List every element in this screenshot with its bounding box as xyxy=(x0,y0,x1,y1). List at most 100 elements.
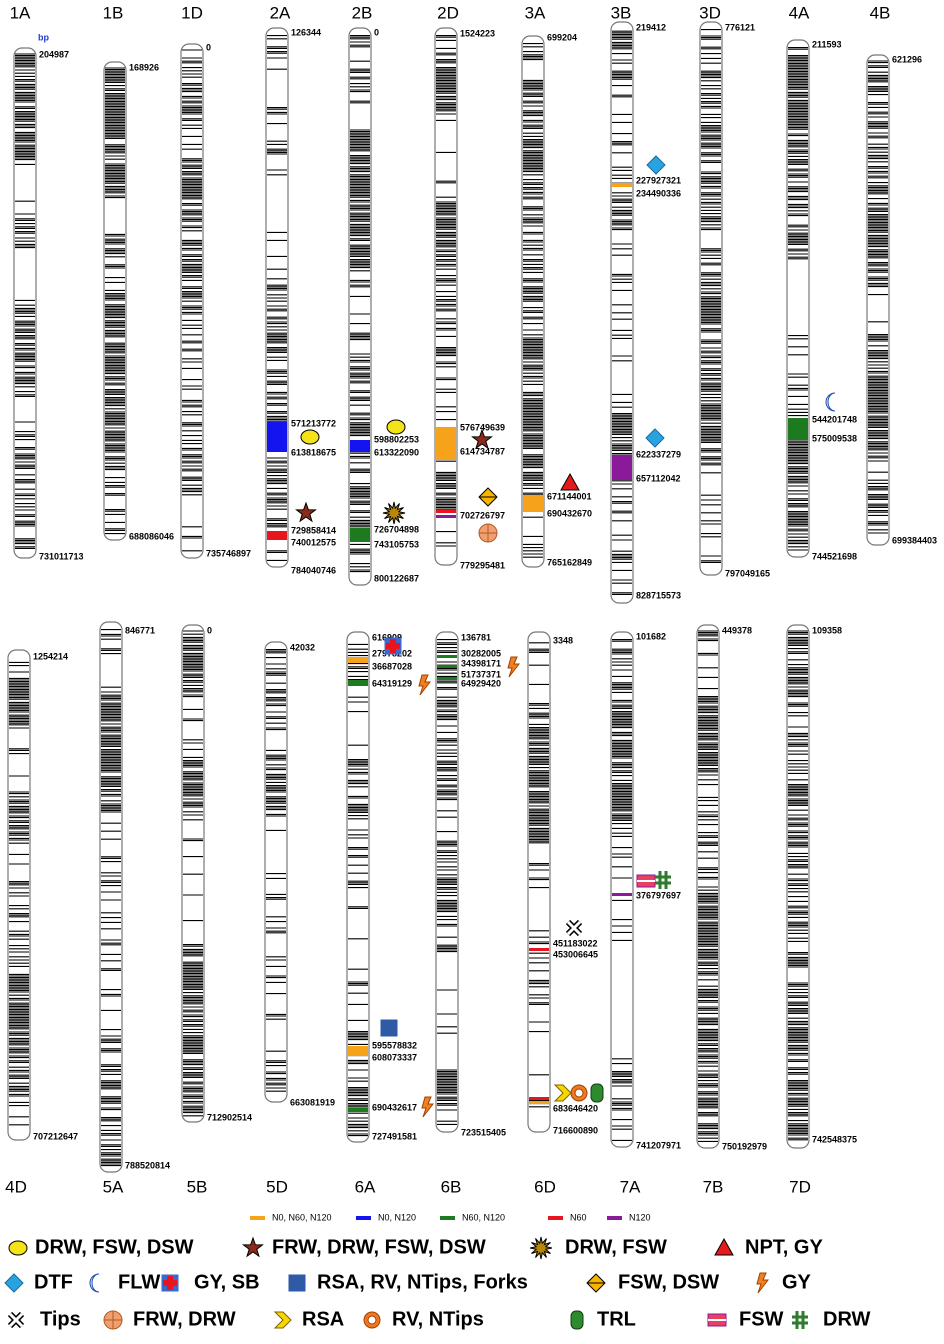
chromosome xyxy=(264,641,288,1103)
symbol-hash xyxy=(655,871,671,889)
position-label: 683646420 xyxy=(553,1103,598,1113)
position-label: 614734787 xyxy=(460,446,505,456)
symbol-diamond xyxy=(4,1273,24,1293)
position-label: 1254214 xyxy=(33,651,68,661)
symbol-cross xyxy=(161,1274,179,1292)
symbol-ellipse xyxy=(300,429,320,445)
symbol-cplus xyxy=(103,1310,123,1330)
position-label: 576749639 xyxy=(460,422,505,432)
symbol-x xyxy=(7,1311,25,1329)
position-label: 671144001 xyxy=(547,491,592,501)
symbol-part xyxy=(529,1236,553,1260)
position-label: 451183022 xyxy=(553,938,598,948)
legend-symbol-label: DRW xyxy=(823,1308,871,1330)
position-label: 750192979 xyxy=(722,1141,767,1151)
symbol-square xyxy=(380,1019,398,1037)
symbol-part xyxy=(104,1311,122,1329)
marker-bands xyxy=(868,60,888,534)
legend-label: N60, N120 xyxy=(462,1212,505,1222)
position-label: 571213772 xyxy=(291,418,336,428)
legend-symbol-label: DTF xyxy=(34,1271,73,1293)
position-label: 3348 xyxy=(553,635,573,645)
qtl-region xyxy=(348,1108,368,1112)
position-label: 690432617 xyxy=(372,1102,417,1112)
position-label: 702726797 xyxy=(460,510,505,520)
symbol-ring xyxy=(363,1311,381,1329)
symbol-cyl xyxy=(570,1310,584,1330)
position-label: 743105753 xyxy=(374,539,419,549)
qtl-region xyxy=(529,1097,549,1100)
legend-symbol-label: FSW xyxy=(739,1308,784,1330)
unit-label: bp xyxy=(38,32,49,42)
symbol-part xyxy=(273,1311,292,1329)
symbol-ydiamond xyxy=(478,487,498,507)
legend-symbol-label: DRW, FSW, DSW xyxy=(35,1236,194,1258)
position-label: 622337279 xyxy=(636,449,681,459)
position-label: 51737371 xyxy=(461,669,501,679)
position-label: 621296 xyxy=(892,54,922,64)
symbol-part xyxy=(590,1083,604,1103)
position-label: 544201748 xyxy=(812,414,857,424)
chromosome-name: 4B xyxy=(870,3,891,22)
marker-bands xyxy=(101,629,121,1167)
symbol-part xyxy=(507,656,521,678)
symbol-part xyxy=(163,1276,177,1290)
legend-label: N60 xyxy=(570,1212,587,1222)
position-label: 828715573 xyxy=(636,590,681,600)
marker-bands xyxy=(348,643,368,1137)
chromosome-name: 3B xyxy=(611,3,632,22)
position-label: 742548375 xyxy=(812,1134,857,1144)
chromosome-name: 6D xyxy=(534,1177,556,1196)
chromosome xyxy=(610,631,634,1148)
chromosome-name: 3D xyxy=(699,3,721,22)
qtl-region xyxy=(529,1101,549,1104)
position-label: 657112042 xyxy=(636,473,681,483)
symbol-ellipse xyxy=(8,1240,28,1256)
symbol-chevron xyxy=(273,1311,292,1329)
qtl-region xyxy=(348,1046,368,1056)
symbol-burst xyxy=(529,1236,553,1260)
position-label: 707212647 xyxy=(33,1131,78,1141)
legend-symbol-label: FRW, DRW xyxy=(133,1308,236,1330)
qtl-region xyxy=(436,515,456,518)
legend-swatch xyxy=(250,1216,265,1220)
position-label: 613322090 xyxy=(374,447,419,457)
symbol-star xyxy=(471,428,493,450)
symbol-part xyxy=(8,1240,28,1256)
legend-symbol-label: RSA, RV, NTips, Forks xyxy=(317,1271,528,1293)
symbol-part xyxy=(386,639,400,653)
position-label: 36687028 xyxy=(372,661,412,671)
position-label: 0 xyxy=(374,27,379,37)
chromosome-name: 2D xyxy=(437,3,459,22)
position-label: 595578832 xyxy=(372,1040,417,1050)
position-label: 109358 xyxy=(812,625,842,635)
legend-label: N0, N60, N120 xyxy=(272,1212,332,1222)
symbol-bolt xyxy=(507,656,521,678)
qtl-region xyxy=(529,948,549,951)
symbol-part xyxy=(560,472,580,491)
legend-symbol-label: RV, NTips xyxy=(392,1308,484,1330)
position-label: 740012575 xyxy=(291,537,336,547)
position-label: 731011713 xyxy=(39,551,84,561)
marker-bands xyxy=(266,649,286,1092)
symbol-part xyxy=(367,1315,377,1325)
marker-bands xyxy=(267,35,287,561)
symbol-bolt xyxy=(756,1272,770,1294)
chromosome xyxy=(786,624,810,1149)
symbol-part xyxy=(89,1273,100,1293)
position-label: 449378 xyxy=(722,625,752,635)
symbol-part xyxy=(570,1310,584,1330)
position-label: 723515405 xyxy=(461,1127,506,1137)
position-label: 727491581 xyxy=(372,1131,417,1141)
symbol-part xyxy=(418,674,432,696)
symbol-ring xyxy=(570,1084,588,1102)
position-label: 1524223 xyxy=(460,28,495,38)
position-label: 716600890 xyxy=(553,1125,598,1135)
chromosome-name: 7D xyxy=(789,1177,811,1196)
legend-symbol-label: FLW xyxy=(118,1271,160,1293)
chromosome xyxy=(527,631,551,1133)
symbol-part xyxy=(792,1311,808,1329)
symbol-part xyxy=(300,429,320,445)
legend-symbol-label: RSA xyxy=(302,1308,344,1330)
chromosome-name: 7A xyxy=(620,1177,641,1196)
